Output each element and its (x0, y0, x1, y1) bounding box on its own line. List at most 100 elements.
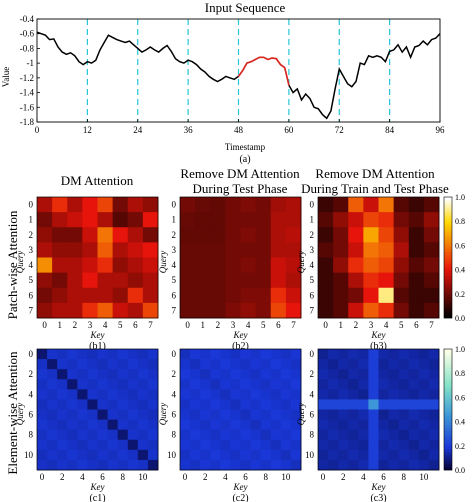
heatmap-cell (52, 302, 68, 319)
heatmap-cell (57, 439, 68, 451)
heatmap-cell (137, 429, 149, 441)
heatmap-cell (260, 459, 272, 471)
heatmap-cell (328, 439, 339, 451)
heatmap-b1-title: DM Attention (61, 173, 134, 188)
heatmap-cell (270, 359, 282, 370)
heatmap-cell (255, 212, 272, 228)
heatmap-cell (240, 439, 251, 451)
heatmap-cell (37, 287, 53, 304)
heatmap-cell (363, 287, 379, 304)
heatmap-cell (127, 459, 139, 471)
key-tick-label: 3 (369, 320, 374, 330)
blue-colorbar-segment (444, 403, 452, 407)
heatmap-cell (270, 242, 287, 258)
heatmap-cell (428, 449, 440, 461)
key-tick-label: 0 (321, 472, 326, 482)
query-tick-label: 2 (29, 230, 34, 240)
query-tick-label: 0 (29, 200, 34, 210)
heatmap-cell (348, 419, 359, 431)
heatmap-cell (423, 272, 440, 289)
heatmap-cell (112, 227, 129, 243)
blue-colorbar-label: 0.0 (455, 466, 465, 475)
heatmap-cell (318, 459, 329, 471)
key-tick-label: 5 (118, 320, 123, 330)
heatmap-cell (290, 389, 302, 400)
heatmap-cell (250, 379, 262, 390)
hot-colorbar-segment (444, 278, 452, 282)
heatmap-cell (255, 242, 272, 258)
heatmap-cell (318, 439, 329, 451)
key-tick-label: 0 (42, 320, 47, 330)
query-tick-label: 4 (172, 389, 177, 399)
heatmap-cell (82, 242, 98, 258)
heatmap-cell (220, 389, 231, 400)
key-tick-label: 4 (80, 472, 85, 482)
x-tick-label: 12 (83, 125, 92, 135)
heatmap-cell (368, 449, 379, 461)
heatmap-cell (388, 399, 400, 410)
heatmap-cell (398, 409, 410, 420)
blue-colorbar-segment (444, 445, 452, 450)
query-tick-label: 7 (29, 305, 34, 315)
heatmap-cell (77, 389, 88, 400)
heatmap-cell (270, 287, 287, 304)
heatmap-cell (368, 419, 379, 431)
key-tick-label: 2 (60, 472, 65, 482)
heatmap-cell (393, 287, 410, 304)
heatmap-cell (408, 272, 425, 289)
heatmap-cell (37, 449, 48, 461)
heatmap-cell (37, 257, 53, 274)
blue-colorbar-label: 1.0 (455, 345, 465, 354)
heatmap-cell (180, 302, 196, 319)
heatmap-cell (260, 389, 272, 400)
heatmap-cell (328, 449, 339, 461)
heatmap-cell (127, 409, 139, 420)
query-tick-label: 6 (29, 290, 34, 300)
hot-colorbar-segment (444, 293, 452, 298)
heatmap-cell (87, 409, 98, 420)
y-tick-label: -1.4 (20, 88, 35, 98)
heatmap-cell (97, 369, 108, 380)
heatmap-cell (363, 197, 379, 213)
key-tick-label: 4 (361, 472, 366, 482)
query-axis-label: Query (15, 403, 25, 426)
hot-colorbar-frame (443, 196, 453, 319)
heatmap-cell (37, 197, 53, 213)
blue-colorbar-segment (444, 427, 452, 431)
heatmap-cell (240, 429, 251, 441)
heatmap-cell (67, 272, 83, 289)
heatmap-cell (47, 399, 58, 410)
heatmap-cell (270, 379, 282, 390)
heatmap-cell (240, 389, 251, 400)
heatmap-cell (200, 409, 211, 420)
heatmap-cell (348, 459, 359, 471)
heatmap-cell (210, 429, 221, 441)
query-tick-label: 6 (29, 410, 34, 420)
hot-colorbar-segment (444, 236, 452, 240)
heatmap-cell (280, 419, 292, 431)
heatmap-cell (285, 227, 302, 243)
heatmap-cell (82, 257, 98, 274)
heatmap-cell (393, 227, 410, 243)
heatmap-cell (348, 379, 359, 390)
hot-colorbar-segment (444, 266, 452, 270)
heatmap-cell (280, 379, 292, 390)
heatmap-cell (180, 419, 191, 431)
heatmap-cell (220, 459, 231, 471)
query-tick-label: 6 (310, 290, 315, 300)
heatmap-cell (82, 212, 98, 228)
heatmap-cell (195, 212, 211, 228)
heatmap-cell (190, 379, 201, 390)
heatmap-cell (117, 429, 129, 441)
heatmap-cell (368, 369, 379, 380)
key-tick-label: 2 (203, 472, 208, 482)
query-tick-label: 0 (310, 349, 315, 359)
heatmap-cell (210, 359, 221, 370)
heatmap-cell (378, 227, 395, 243)
heatmap-cell (408, 242, 425, 258)
heatmap-cell (358, 349, 369, 360)
heatmap-cell (328, 379, 339, 390)
heatmap-cell (418, 359, 430, 370)
heatmap-cell (290, 369, 302, 380)
heatmap-cell (37, 349, 48, 360)
